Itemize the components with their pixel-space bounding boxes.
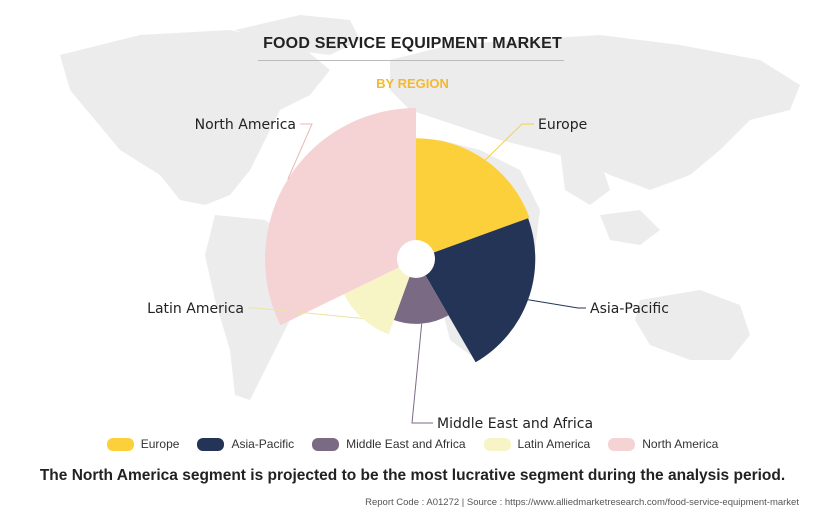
slice-label-north-america: North America — [195, 117, 296, 133]
chart-subtitle: BY REGION — [376, 76, 449, 91]
legend-swatch — [106, 437, 134, 451]
legend-label: Middle East and Africa — [346, 437, 466, 451]
legend-swatch — [197, 437, 225, 451]
slice-label-asia-pacific: Asia-Pacific — [590, 301, 669, 317]
chart-title: FOOD SERVICE EQUIPMENT MARKET — [263, 35, 562, 52]
leader-line-europe — [484, 123, 534, 161]
legend-label: Europe — [140, 437, 180, 451]
leader-line-middle-east-and-africa — [411, 323, 433, 424]
legend-item-europe: Europe — [106, 437, 180, 451]
legend-item-asia-pacific: Asia-Pacific — [197, 437, 294, 451]
chart-caption: The North America segment is projected t… — [39, 467, 786, 484]
slice-label-europe: Europe — [538, 117, 587, 133]
legend-label: Latin America — [517, 437, 591, 451]
legend-swatch — [483, 437, 511, 451]
slice-middle-east-and-africa — [393, 259, 449, 324]
legend-swatch — [608, 437, 636, 451]
chart-center-hole — [397, 240, 435, 278]
legend-swatch — [312, 437, 340, 451]
source-footer: Report Code : A01272 | Source : https://… — [365, 497, 799, 508]
legend-label: Asia-Pacific — [231, 437, 295, 451]
leader-line-asia-pacific — [528, 299, 586, 309]
chart-legend: Europe Asia-Pacific Middle East and Afri… — [0, 437, 825, 451]
slice-label-middle-east-and-africa: Middle East and Africa — [437, 416, 593, 432]
slice-latin-america — [344, 259, 416, 335]
slice-label-latin-america: Latin America — [147, 301, 244, 317]
legend-item-latin-america: Latin America — [483, 437, 591, 451]
slice-asia-pacific — [416, 218, 536, 363]
legend-item-middle-east-africa: Middle East and Africa — [312, 437, 466, 451]
title-divider — [258, 60, 564, 61]
leader-line-north-america — [287, 123, 313, 180]
legend-item-north-america: North America — [608, 437, 718, 451]
leader-line-latin-america — [248, 307, 363, 319]
legend-label: North America — [642, 437, 719, 451]
slice-europe — [416, 138, 530, 259]
slice-north-america — [265, 108, 416, 326]
